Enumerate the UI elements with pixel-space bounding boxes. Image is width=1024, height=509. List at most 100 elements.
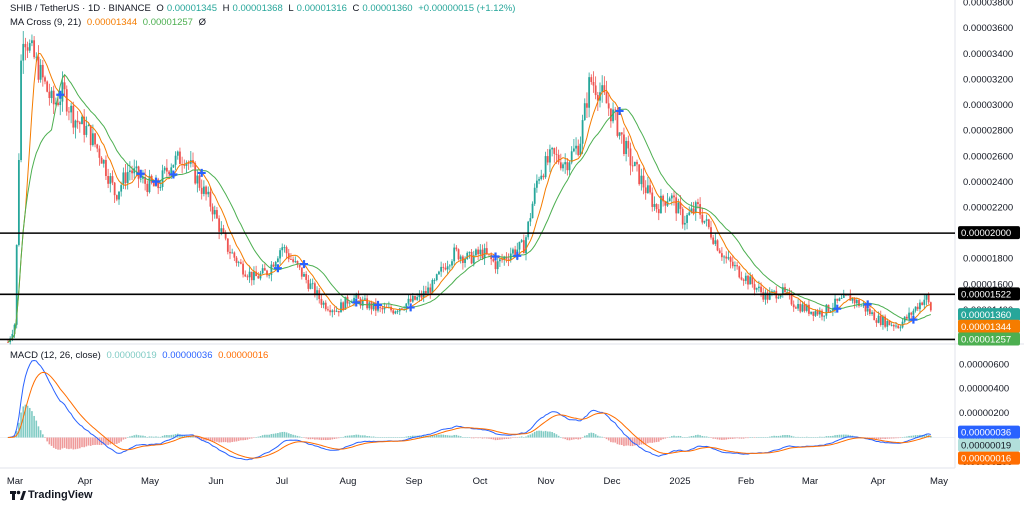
candle-body	[83, 116, 86, 135]
candle-body	[261, 268, 264, 274]
macd-histogram-bar	[113, 437, 116, 444]
macd-histogram-bar	[903, 436, 906, 438]
candle-body	[144, 177, 147, 184]
macd-histogram-bar	[55, 437, 57, 449]
macd-histogram-bar	[527, 435, 529, 438]
candle-body	[383, 307, 386, 310]
candle-body	[253, 271, 255, 281]
candle-body	[716, 240, 719, 251]
candle-body	[618, 132, 621, 136]
ma-cross-marker	[615, 106, 624, 115]
candle-body	[50, 90, 53, 99]
macd-histogram-bar	[490, 437, 492, 440]
macd-histogram-bar	[166, 435, 168, 438]
candle-body	[455, 247, 458, 250]
candle-body	[17, 160, 20, 245]
macd-histogram-bar	[684, 437, 686, 438]
macd-histogram-bar	[431, 435, 434, 438]
candle-body	[851, 298, 854, 301]
candle-body	[679, 202, 682, 209]
candle-body	[583, 103, 586, 121]
candle-body	[429, 287, 432, 293]
candle-body	[757, 286, 760, 289]
candle-body	[731, 261, 734, 267]
candle-body	[248, 271, 251, 278]
candle-body	[427, 287, 429, 294]
macd-histogram-bar	[686, 437, 688, 438]
macd-histogram-bar	[348, 435, 351, 438]
macd-histogram-bar	[775, 435, 778, 438]
candle-body	[170, 167, 173, 174]
macd-histogram-bar	[694, 435, 697, 438]
macd-histogram-bar	[274, 433, 277, 438]
macd-histogram-bar	[721, 437, 723, 440]
symbol-line[interactable]: SHIB / TetherUS · 1D · BINANCE	[10, 3, 151, 14]
macd-histogram-bar	[28, 407, 31, 438]
macd-histogram-bar	[224, 437, 227, 443]
candle-body	[211, 206, 214, 215]
candle-body	[150, 175, 153, 183]
candle-body	[781, 287, 784, 295]
level-tag-20000-bg	[958, 226, 1020, 240]
tradingview-logo-icon	[10, 490, 26, 500]
candle-body	[546, 156, 549, 163]
candle-body	[877, 315, 880, 323]
candle-body	[888, 320, 891, 326]
candle-body	[814, 311, 817, 316]
candle-body	[884, 316, 887, 327]
tradingview-brand[interactable]: TradingView	[10, 489, 93, 501]
macd-histogram-bar	[549, 431, 551, 438]
level-tag-15220: 0.00001522	[961, 289, 1011, 300]
candle-body	[361, 299, 364, 306]
macd-histogram-bar	[346, 435, 349, 438]
candle-body	[768, 292, 771, 300]
candle-body	[734, 265, 736, 267]
candle-body	[581, 120, 584, 144]
time-tick-label: Apr	[871, 476, 886, 487]
candle-body	[577, 145, 580, 156]
candle-body	[263, 268, 266, 271]
macd-histogram-bar	[15, 430, 18, 438]
candle-body	[355, 294, 358, 298]
candle-body	[858, 300, 860, 307]
macd-histogram-bar	[81, 437, 83, 448]
macd-histogram-bar	[68, 437, 70, 450]
macd-histogram-bar	[901, 437, 904, 438]
ma-fast-value: 0.00001344	[86, 17, 138, 28]
candle-body	[372, 302, 375, 310]
macd-histogram-bar	[261, 435, 264, 438]
candle-body	[868, 308, 871, 315]
macd-histogram-bar	[392, 437, 395, 438]
candle-body	[320, 298, 323, 305]
macd-histogram-bar	[462, 437, 464, 438]
candle-body	[76, 120, 79, 123]
candle-body	[52, 90, 55, 105]
macd-histogram-bar	[727, 437, 730, 440]
ma-legend[interactable]: MA Cross (9, 21) 0.00001344 0.00001257 Ø	[10, 17, 209, 28]
macd-histogram-bar	[492, 437, 495, 440]
macd-tick-label: 0.00000600	[959, 359, 1009, 370]
macd-histogram-bar	[731, 437, 734, 439]
candle-body	[596, 95, 599, 101]
candle-body	[279, 250, 281, 259]
macd-histogram-bar	[516, 437, 519, 438]
candle-body	[392, 310, 395, 314]
macd-histogram-bar	[557, 435, 560, 438]
candle-body	[331, 310, 334, 313]
macd-histogram-bar	[235, 437, 238, 442]
macd-histogram-bar	[834, 435, 836, 438]
candle-body	[457, 249, 460, 260]
candle-body	[779, 294, 782, 298]
candle-body	[646, 185, 649, 194]
macd-histogram-bar	[666, 437, 669, 438]
macd-histogram-bar	[708, 436, 710, 438]
macd-histogram-bar	[499, 437, 501, 440]
macd-histogram-bar	[107, 437, 109, 446]
candle-body	[895, 325, 897, 327]
candle-body	[224, 232, 227, 239]
candle-body	[572, 148, 575, 152]
macd-legend[interactable]: MACD (12, 26, close) 0.00000019 0.000000…	[10, 350, 271, 361]
macd-histogram-bar	[409, 435, 412, 438]
macd-histogram-bar	[588, 433, 590, 438]
candle-body	[165, 167, 168, 172]
